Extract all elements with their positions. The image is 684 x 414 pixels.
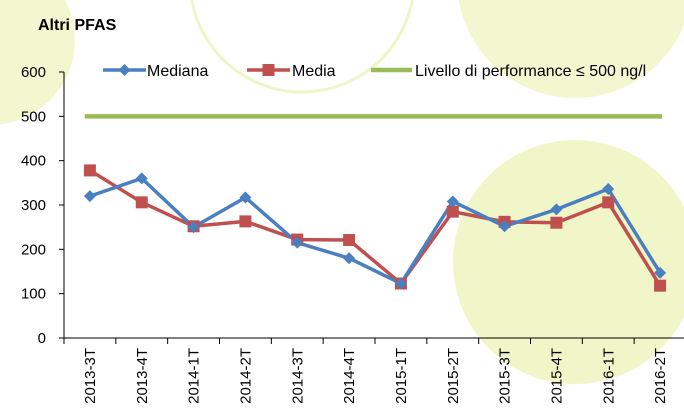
- x-tick-label: 2015-2T: [445, 348, 462, 404]
- series-line-mediana: [89, 176, 662, 286]
- bg-circle-top-center: [190, 0, 414, 94]
- marker-mediana: [654, 266, 667, 279]
- marker-mediana: [239, 191, 252, 204]
- x-tick-label: 2014-4T: [341, 348, 358, 404]
- axes: 0 100 200 300 400 500 600 2013-3T 2013-4T 2014-1T…: [21, 64, 684, 404]
- x-tick-label: 2016-1T: [600, 348, 617, 404]
- marker-mediana: [187, 221, 200, 234]
- legend: Mediana Media Livello di performance ≤ 500…: [103, 63, 646, 80]
- bg-circle-left: [0, 0, 75, 125]
- legend-label-performance: Livello di performance ≤ 500 ng/l: [415, 63, 646, 80]
- y-tick-label: 100: [21, 286, 46, 303]
- y-tick-label: 200: [21, 241, 46, 258]
- x-tick-label: 2015-1T: [393, 348, 410, 404]
- series-lines: [84, 114, 663, 287]
- bg-circle-top-right: [458, 0, 684, 98]
- marker-media: [654, 279, 667, 292]
- legend-marker-mediana: [118, 64, 131, 76]
- marker-mediana: [135, 172, 148, 185]
- marker-mediana: [498, 220, 511, 233]
- marker-media: [135, 196, 148, 209]
- marker-mediana: [602, 183, 615, 196]
- x-tick-label: 2013-3T: [82, 348, 99, 404]
- marker-media: [550, 216, 563, 229]
- x-tick-label: 2016-2T: [652, 348, 669, 404]
- marker-media: [602, 196, 615, 209]
- marker-mediana: [343, 252, 356, 265]
- series-markers: [83, 164, 667, 292]
- x-tick-label: 2014-3T: [289, 348, 306, 404]
- background-decoration: [0, 0, 684, 384]
- marker-media: [83, 164, 96, 177]
- marker-mediana: [550, 203, 563, 216]
- legend-marker-media: [262, 64, 275, 76]
- marker-media: [239, 215, 252, 228]
- x-tick-label: 2015-4T: [548, 348, 565, 404]
- legend-label-mediana: Mediana: [147, 63, 208, 80]
- bg-circle-bottom-right: [453, 140, 684, 384]
- marker-mediana: [446, 195, 459, 208]
- x-tick-label: 2014-1T: [186, 348, 203, 404]
- marker-mediana: [291, 236, 304, 249]
- chart-title: Altri PFAS: [38, 17, 117, 34]
- marker-mediana: [394, 277, 407, 290]
- marker-media: [343, 234, 356, 247]
- x-tick-label: 2013-4T: [134, 348, 151, 404]
- legend-label-media: Media: [292, 63, 336, 80]
- y-tick-label: 500: [21, 108, 46, 125]
- y-tick-label: 600: [21, 64, 46, 81]
- y-tick-label: 0: [38, 330, 46, 347]
- y-tick-label: 300: [21, 197, 46, 214]
- y-tick-label: 400: [21, 153, 46, 170]
- marker-mediana: [83, 190, 96, 203]
- marker-media: [446, 205, 459, 218]
- x-tick-label: 2015-3T: [497, 348, 514, 404]
- x-tick-label: 2014-2T: [237, 348, 254, 404]
- series-line-media: [88, 168, 662, 287]
